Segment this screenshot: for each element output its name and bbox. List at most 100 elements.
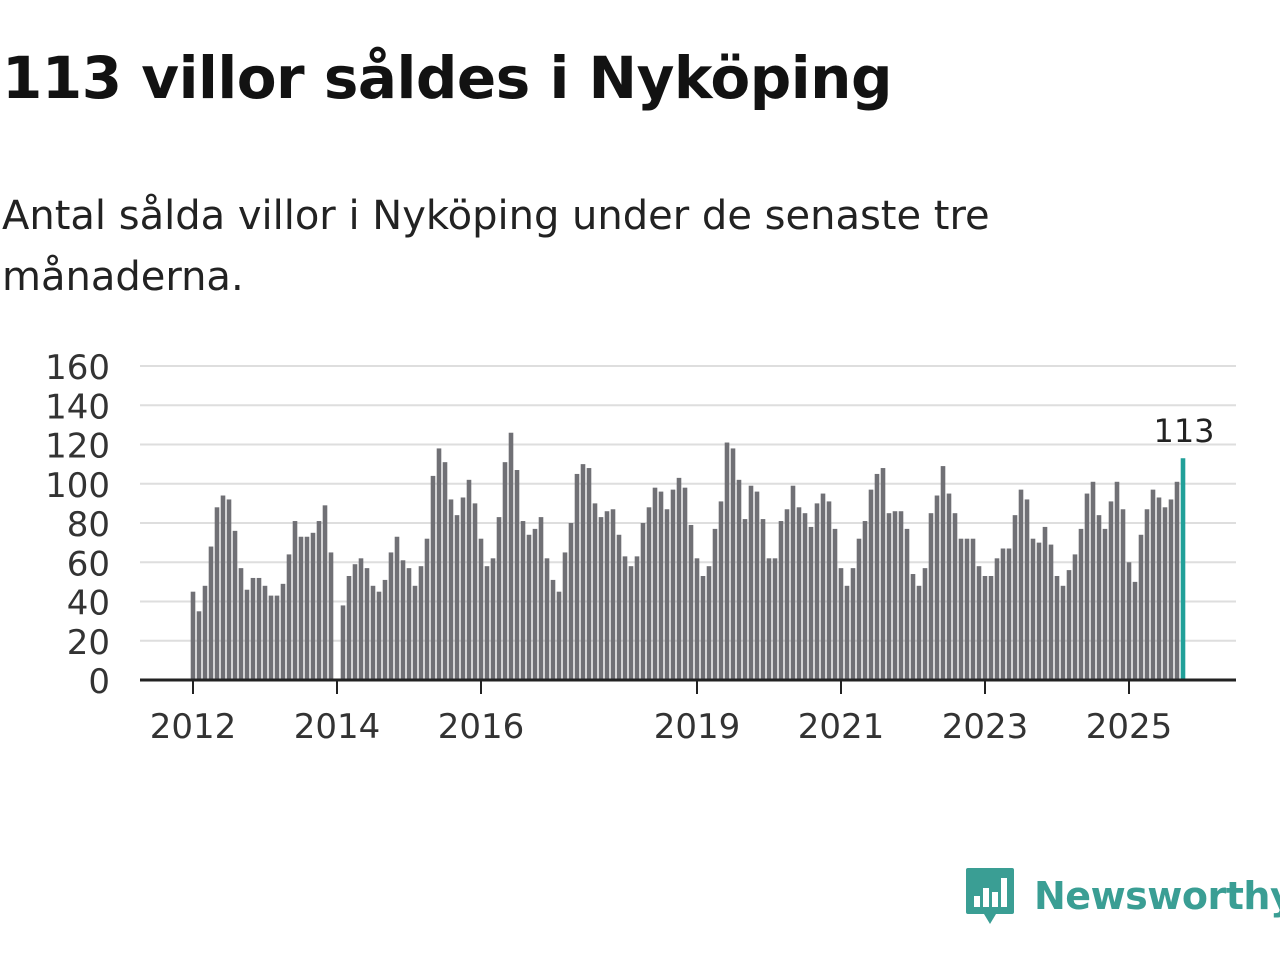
bar <box>964 538 970 680</box>
bar <box>1066 570 1072 680</box>
bar <box>1126 562 1132 680</box>
bar <box>886 513 892 680</box>
bar <box>856 538 862 680</box>
bar <box>766 558 772 680</box>
bar <box>844 585 850 680</box>
bar <box>622 556 628 680</box>
chart-subtitle: Antal sålda villor i Nyköping under de s… <box>2 193 990 300</box>
bar <box>1132 581 1138 680</box>
bar <box>454 515 460 680</box>
bar <box>988 575 994 680</box>
bar <box>592 503 598 680</box>
bar <box>1030 538 1036 680</box>
bar <box>352 564 358 680</box>
bar <box>316 521 322 680</box>
bar <box>760 519 766 680</box>
bar <box>604 511 610 680</box>
y-tick-label: 20 <box>67 623 110 663</box>
bar <box>1012 515 1018 680</box>
bar <box>328 552 334 680</box>
bar <box>472 503 478 680</box>
x-tick-label: 2023 <box>942 707 1029 747</box>
bar <box>658 491 664 680</box>
bar <box>202 585 208 680</box>
bar <box>1150 489 1156 680</box>
bar <box>1036 542 1042 680</box>
bar <box>412 585 418 680</box>
bar <box>490 558 496 680</box>
bar <box>370 585 376 680</box>
bar <box>838 568 844 680</box>
bar <box>388 552 394 680</box>
bar <box>1174 481 1180 680</box>
y-tick-label: 0 <box>88 662 110 702</box>
bar <box>496 517 502 680</box>
bar <box>832 528 838 680</box>
bar <box>820 493 826 680</box>
chart-title: 113 villor såldes i Nyköping <box>2 44 892 112</box>
highlight-value-label: 113 <box>1153 412 1214 450</box>
bar <box>874 473 880 680</box>
bar <box>778 521 784 680</box>
bar <box>628 566 634 680</box>
bar <box>616 534 622 680</box>
bar <box>586 468 592 680</box>
bar <box>1114 481 1120 680</box>
bar <box>748 485 754 680</box>
bar <box>442 462 448 680</box>
bar <box>718 501 724 680</box>
bar <box>1054 575 1060 680</box>
bar <box>610 509 616 680</box>
bar <box>520 521 526 680</box>
bar <box>574 473 580 680</box>
bar <box>376 591 382 680</box>
bar <box>238 568 244 680</box>
y-tick-label: 40 <box>67 584 110 624</box>
bar <box>436 448 442 680</box>
bar <box>1096 515 1102 680</box>
bar <box>262 585 268 680</box>
bar <box>700 575 706 680</box>
bar <box>1108 501 1114 680</box>
bar <box>286 554 292 680</box>
bar <box>928 513 934 680</box>
bar <box>526 534 532 680</box>
bar <box>406 568 412 680</box>
bar <box>256 577 262 680</box>
bar <box>1006 548 1012 680</box>
bar <box>514 470 520 680</box>
bar <box>400 560 406 680</box>
bar <box>430 475 436 680</box>
bar <box>952 513 958 680</box>
bar <box>484 566 490 680</box>
bar <box>1120 509 1126 680</box>
bar <box>1060 585 1066 680</box>
bar <box>706 566 712 680</box>
bar <box>994 558 1000 680</box>
bar <box>382 579 388 680</box>
bar <box>244 589 250 680</box>
bar <box>562 552 568 680</box>
bar <box>796 507 802 680</box>
bar <box>292 521 298 680</box>
x-tick-label: 2021 <box>798 707 885 747</box>
y-tick-label: 60 <box>67 544 110 584</box>
bar <box>640 523 646 680</box>
bar <box>280 583 286 680</box>
bar <box>850 568 856 680</box>
bar <box>214 507 220 680</box>
bar <box>958 538 964 680</box>
bar <box>970 538 976 680</box>
bar <box>1000 548 1006 680</box>
newsworthy-brand[interactable]: Newsworthy <box>964 864 1280 928</box>
bar <box>1072 554 1078 680</box>
bar <box>1018 489 1024 680</box>
bar <box>418 566 424 680</box>
bar <box>910 574 916 680</box>
bar <box>538 517 544 680</box>
bar <box>1078 528 1084 680</box>
bar <box>304 536 310 680</box>
bar <box>664 509 670 680</box>
bar <box>340 605 346 680</box>
